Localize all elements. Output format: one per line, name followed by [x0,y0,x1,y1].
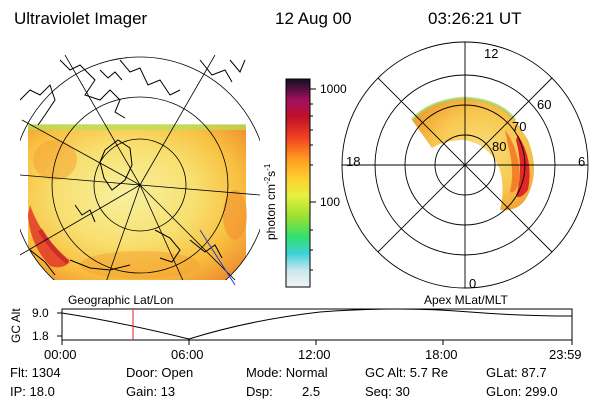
lat-60-label: 60 [537,97,552,112]
polar-grid [341,41,589,289]
terminator-line [199,229,236,286]
time-label: 03:26:21 UT [428,9,522,28]
polar-caption: Apex MLat/MLT [424,293,508,307]
colorbar-unit-label: photon cm-2s-1 [263,163,278,240]
colorbar-tick-100: 100 [320,195,341,209]
instrument-title: Ultraviolet Imager [14,9,148,28]
geo-caption: Geographic Lat/Lon [68,293,174,307]
geo-latitude: GLat: 87.7 [486,365,547,380]
colorbar-tick-1000: 1000 [320,82,347,96]
gc-altitude: GC Alt: 5.7 Re [365,365,449,380]
mlt-0-label: 0 [469,276,477,291]
ip-value: IP: 18.0 [10,384,55,399]
lat-70-label: 70 [512,119,527,134]
altitude-ticks [57,312,573,345]
geographic-image [20,59,247,280]
altitude-x-tick: 12:00 [298,347,331,362]
sequence-value: Seq: 30 [365,384,410,399]
lat-80-label: 80 [492,139,507,154]
dsp-label: Dsp: [246,384,273,399]
geo-longitude: GLon: 299.0 [486,384,558,399]
altitude-frame [61,308,573,341]
mlt-12-label: 12 [484,46,499,61]
altitude-curve [61,308,573,340]
altitude-x-tick: 18:00 [425,347,458,362]
altitude-x-tick: 23:59 [549,347,582,362]
altitude-x-tick: 00:00 [44,347,77,362]
gain-value: Gain: 13 [126,384,176,399]
date-label: 12 Aug 00 [275,9,352,28]
flight-number: Flt: 1304 [10,365,61,380]
dsp-value: 2.5 [302,384,321,399]
altitude-x-tick: 06:00 [171,347,204,362]
altitude-ylabel: GC Alt [9,308,23,343]
altitude-y-bottom: 1.8 [32,329,49,343]
geographic-grid [20,55,260,280]
colorbar-ticks [310,88,316,271]
altitude-y-top: 9.0 [32,306,49,320]
mlt-18-label: 18 [346,154,361,169]
mode-value: Mode: Normal [246,365,328,380]
mlt-6-label: 6 [578,154,586,169]
colorbar [285,78,311,288]
door-status: Door: Open [126,365,194,380]
